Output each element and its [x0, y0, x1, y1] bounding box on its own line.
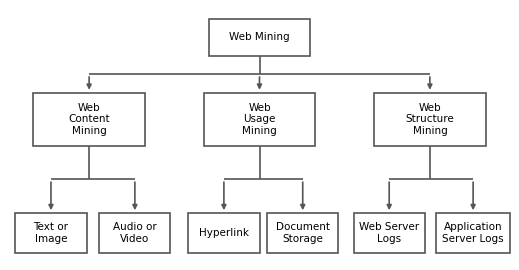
FancyBboxPatch shape	[16, 213, 87, 253]
Text: Application
Server Logs: Application Server Logs	[442, 222, 504, 244]
Text: Web
Usage
Mining: Web Usage Mining	[242, 103, 277, 136]
Text: Web
Content
Mining: Web Content Mining	[69, 103, 110, 136]
Text: Web Server
Logs: Web Server Logs	[359, 222, 419, 244]
Text: Audio or
Video: Audio or Video	[113, 222, 157, 244]
FancyBboxPatch shape	[209, 19, 310, 56]
FancyBboxPatch shape	[33, 93, 145, 146]
FancyBboxPatch shape	[203, 93, 316, 146]
Text: Document
Storage: Document Storage	[276, 222, 330, 244]
FancyBboxPatch shape	[267, 213, 338, 253]
FancyBboxPatch shape	[188, 213, 260, 253]
Text: Hyperlink: Hyperlink	[199, 228, 249, 238]
FancyBboxPatch shape	[436, 213, 510, 253]
FancyBboxPatch shape	[374, 93, 486, 146]
Text: Web Mining: Web Mining	[229, 32, 290, 42]
Text: Text or
Image: Text or Image	[33, 222, 69, 244]
Text: Web
Structure
Mining: Web Structure Mining	[405, 103, 454, 136]
FancyBboxPatch shape	[353, 213, 425, 253]
FancyBboxPatch shape	[99, 213, 170, 253]
